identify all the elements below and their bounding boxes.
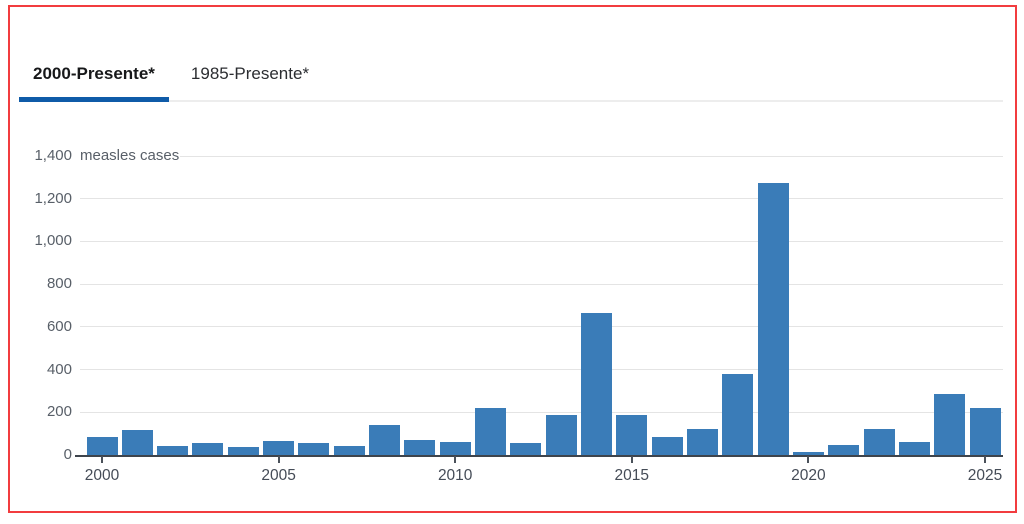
gridline-800 — [80, 283, 1003, 285]
x-axis-label-2025: 2025 — [967, 467, 1003, 484]
y-axis-unit-label: measles cases — [80, 147, 180, 164]
gridline-400 — [80, 369, 1003, 371]
bar-2000[interactable] — [86, 436, 118, 455]
y-axis-label-600: 600 — [46, 317, 72, 335]
tab-2000-presente[interactable]: 2000-Presente* — [19, 61, 169, 102]
y-axis-label-1200: 1,200 — [34, 189, 72, 207]
y-axis-label-1000: 1,000 — [34, 232, 72, 250]
x-axis-label-2005: 2005 — [261, 467, 296, 484]
bar-2015[interactable] — [616, 414, 648, 455]
bar-2017[interactable] — [686, 429, 718, 455]
bar-2022[interactable] — [863, 429, 895, 455]
bar-2025[interactable] — [969, 407, 1001, 455]
y-axis-label-0: 0 — [63, 446, 72, 463]
x-axis-tick-2010 — [454, 456, 457, 463]
y-axis-label-800: 800 — [46, 275, 72, 293]
bar-2005[interactable] — [263, 440, 295, 455]
x-axis-tick-2025 — [984, 456, 986, 463]
bar-2016[interactable] — [651, 436, 683, 455]
gridline-200 — [80, 411, 1003, 413]
bar-2011[interactable] — [475, 408, 507, 455]
tab-label: 1985-Presente* — [190, 64, 310, 83]
tab-label: 2000-Presente* — [33, 64, 155, 83]
x-axis-label-2020: 2020 — [791, 467, 826, 484]
x-axis-line — [75, 455, 1003, 457]
bar-2004[interactable] — [227, 447, 259, 455]
bar-2012[interactable] — [510, 443, 542, 455]
x-axis-tick-2015 — [630, 456, 633, 463]
bar-2008[interactable] — [369, 425, 401, 455]
y-axis-label-200: 200 — [46, 403, 72, 421]
bar-2010[interactable] — [439, 441, 471, 455]
bar-2024[interactable] — [934, 394, 966, 455]
bar-2013[interactable] — [545, 415, 577, 455]
bar-2014[interactable] — [580, 312, 612, 455]
bar-2021[interactable] — [828, 444, 860, 455]
x-axis-label-2000: 2000 — [84, 467, 120, 484]
x-axis-tick-2005 — [277, 456, 280, 463]
page-frame — [8, 5, 1017, 513]
bar-2006[interactable] — [298, 443, 330, 455]
x-axis-tick-2000 — [101, 456, 103, 463]
gridline-1200 — [80, 198, 1003, 200]
y-axis-label-1400: 1,400 — [34, 147, 72, 164]
tab-1985-presente[interactable]: 1985-Presente* — [177, 61, 323, 100]
gridline-1400 — [180, 155, 1003, 157]
bar-2009[interactable] — [404, 439, 436, 455]
bar-2007[interactable] — [333, 445, 365, 455]
x-axis-label-2010: 2010 — [437, 467, 473, 484]
bar-2001[interactable] — [121, 430, 153, 455]
bar-2023[interactable] — [898, 442, 930, 455]
x-axis-label-2015: 2015 — [614, 467, 650, 484]
tab-bar: 2000-Presente* 1985-Presente* — [19, 61, 1003, 102]
y-axis-label-400: 400 — [46, 360, 72, 378]
bar-2002[interactable] — [157, 445, 189, 455]
gridline-600 — [80, 326, 1003, 328]
gridline-1000 — [80, 240, 1003, 242]
bar-2020[interactable] — [792, 452, 824, 455]
bar-2019[interactable] — [757, 182, 789, 455]
bar-2003[interactable] — [192, 443, 224, 455]
x-axis-tick-2020 — [807, 456, 810, 463]
bar-2018[interactable] — [722, 373, 754, 455]
